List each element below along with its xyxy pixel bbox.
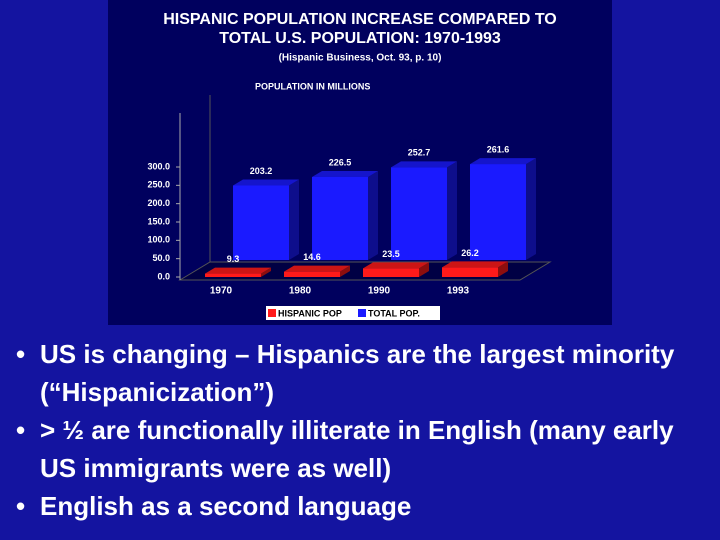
bar-side — [368, 170, 378, 260]
bar-side — [447, 161, 457, 260]
bullet: English as a second language — [16, 487, 710, 525]
legend-box — [266, 306, 440, 320]
y-tick-label: 50.0 — [152, 253, 170, 263]
legend-label: TOTAL POP. — [368, 308, 420, 318]
value-label: 203.2 — [250, 166, 273, 176]
bar-top — [470, 158, 536, 165]
legend-swatch — [358, 309, 366, 317]
value-label: 23.5 — [382, 249, 400, 259]
x-tick-label: 1990 — [368, 286, 391, 297]
bar — [391, 167, 447, 260]
y-tick-label: 250.0 — [147, 180, 170, 190]
bar-side — [340, 265, 350, 277]
value-label: 14.6 — [303, 252, 321, 262]
y-tick-label: 150.0 — [147, 216, 170, 226]
y-tick-label: 300.0 — [147, 161, 170, 171]
y-tick-label: 100.0 — [147, 235, 170, 245]
bar-side — [289, 179, 299, 260]
bar — [205, 273, 261, 277]
legend-swatch — [268, 309, 276, 317]
bullet: US is changing – Hispanics are the large… — [16, 335, 710, 411]
bar-top — [284, 265, 350, 272]
bar-top — [363, 262, 429, 269]
x-tick-label: 1993 — [447, 286, 470, 297]
bar-top — [312, 170, 378, 177]
bar-top — [442, 261, 508, 268]
bar — [470, 164, 526, 260]
bar — [363, 268, 419, 277]
x-tick-label: 1970 — [210, 286, 233, 297]
bullet: > ½ are functionally illiterate in Engli… — [16, 411, 710, 487]
legend-label: HISPANIC POP — [278, 308, 342, 318]
bar — [284, 271, 340, 277]
y-axis-label: POPULATION IN MILLIONS — [255, 81, 370, 91]
value-label: 261.6 — [487, 144, 510, 154]
value-label: 226.5 — [329, 157, 352, 167]
y-tick-label: 200.0 — [147, 198, 170, 208]
bullet-list: US is changing – Hispanics are the large… — [0, 335, 720, 525]
x-tick-label: 1980 — [289, 286, 312, 297]
bar-side — [498, 261, 508, 277]
value-label: 26.2 — [461, 248, 479, 258]
bar-top — [205, 267, 271, 274]
bar-side — [261, 267, 271, 277]
bar-side — [419, 262, 429, 277]
value-label: 9.3 — [227, 254, 240, 264]
bar — [442, 267, 498, 277]
bar-top — [233, 179, 299, 186]
bar-top — [391, 161, 457, 168]
y-tick-label: 0.0 — [157, 271, 170, 281]
value-label: 252.7 — [408, 148, 431, 158]
chart-title: HISPANIC POPULATION INCREASE COMPARED TO… — [163, 11, 557, 47]
bar-side — [526, 158, 536, 260]
bar — [233, 185, 289, 260]
bar — [312, 176, 368, 260]
chart-subtitle: (Hispanic Business, Oct. 93, p. 10) — [279, 53, 442, 64]
